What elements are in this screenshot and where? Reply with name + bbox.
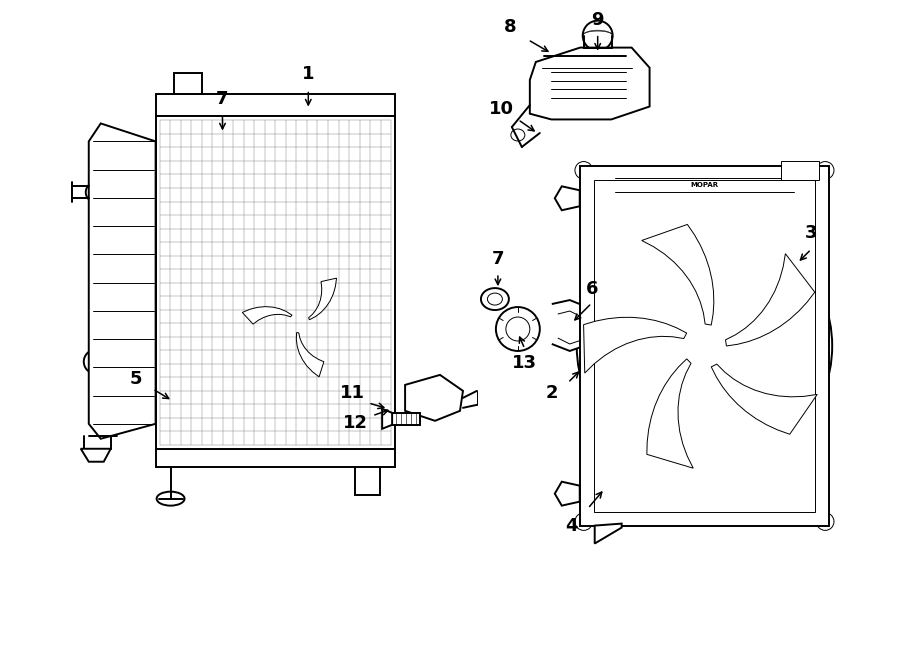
Polygon shape: [554, 186, 580, 210]
Polygon shape: [174, 73, 202, 95]
Text: 7: 7: [491, 250, 504, 268]
Circle shape: [685, 326, 724, 366]
Text: 7: 7: [216, 91, 229, 108]
Text: 9: 9: [591, 11, 604, 28]
Polygon shape: [81, 449, 111, 462]
Circle shape: [496, 307, 540, 351]
Polygon shape: [309, 278, 337, 320]
Polygon shape: [356, 467, 380, 494]
Polygon shape: [725, 254, 815, 346]
Text: 2: 2: [545, 384, 558, 402]
Polygon shape: [580, 167, 829, 525]
Polygon shape: [554, 482, 580, 506]
Circle shape: [582, 20, 613, 51]
Text: 10: 10: [490, 100, 515, 118]
Text: 3: 3: [805, 224, 817, 242]
Circle shape: [577, 218, 832, 474]
Text: 12: 12: [343, 414, 368, 432]
Text: 11: 11: [339, 384, 365, 402]
Polygon shape: [781, 161, 819, 180]
Text: 5: 5: [130, 370, 142, 388]
Text: 6: 6: [586, 280, 598, 298]
Circle shape: [286, 309, 312, 335]
Text: 1: 1: [302, 65, 314, 83]
Polygon shape: [552, 300, 597, 351]
Polygon shape: [296, 332, 324, 377]
Polygon shape: [392, 413, 420, 425]
Text: 4: 4: [565, 517, 578, 535]
Polygon shape: [382, 409, 392, 429]
Text: MOPAR: MOPAR: [690, 182, 718, 188]
Polygon shape: [405, 375, 463, 421]
Text: 8: 8: [504, 18, 517, 36]
Polygon shape: [156, 95, 395, 116]
Polygon shape: [558, 311, 588, 344]
Polygon shape: [242, 307, 292, 324]
Polygon shape: [583, 317, 687, 373]
Polygon shape: [156, 116, 395, 449]
Polygon shape: [595, 524, 622, 543]
Text: 13: 13: [512, 354, 537, 372]
Ellipse shape: [481, 288, 508, 310]
Polygon shape: [156, 449, 395, 467]
Polygon shape: [711, 364, 817, 434]
Polygon shape: [647, 359, 693, 468]
Polygon shape: [594, 180, 815, 512]
Polygon shape: [642, 225, 714, 325]
Polygon shape: [530, 48, 650, 120]
Polygon shape: [89, 124, 156, 439]
